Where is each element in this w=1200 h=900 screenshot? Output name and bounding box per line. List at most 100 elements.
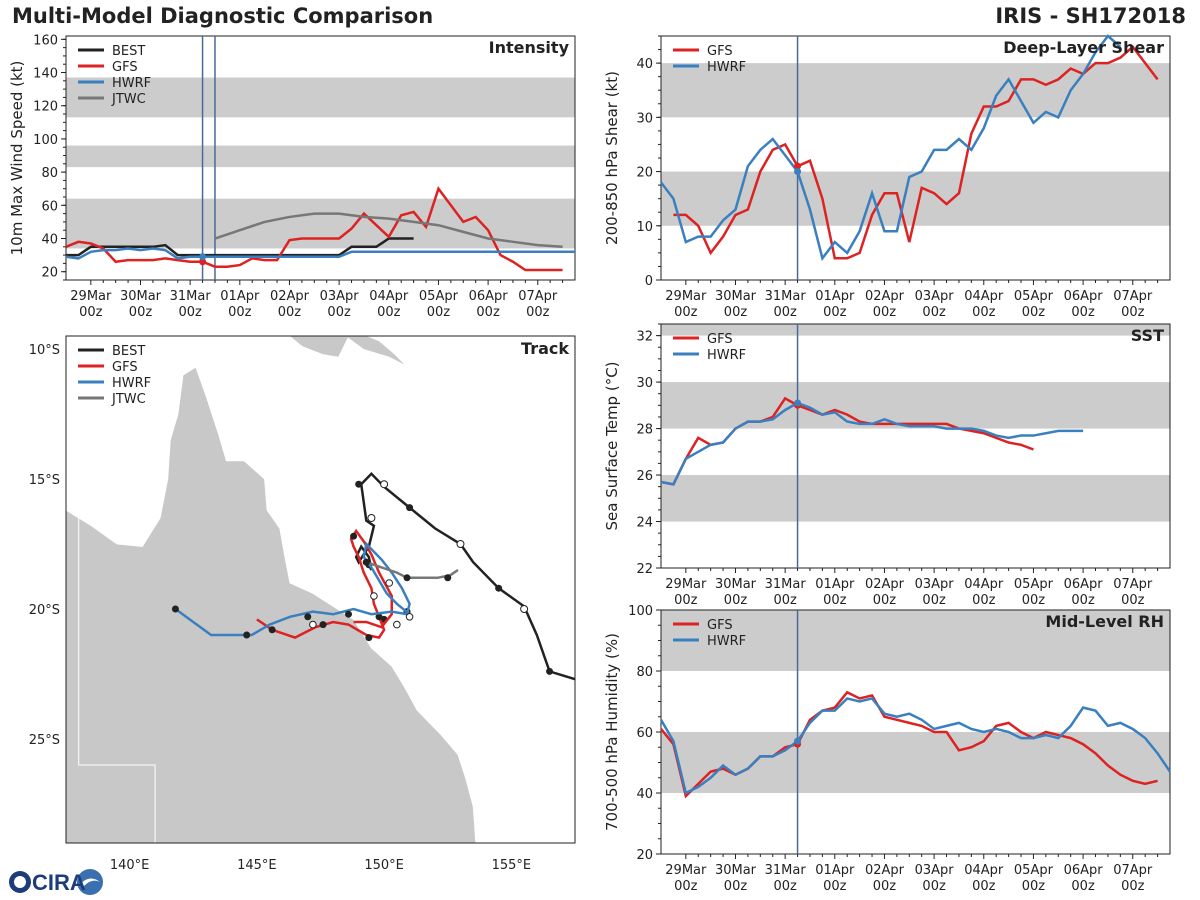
intensity-series-hwrf	[65, 247, 575, 260]
x-tick-label: 00z	[674, 879, 698, 894]
track-point-filled	[375, 613, 383, 621]
legend-label-gfs: GFS	[707, 44, 733, 59]
new-guinea-coast	[289, 336, 349, 357]
x-tick-label: 00z	[1071, 593, 1095, 608]
x-tick-label: 30Mar	[120, 289, 162, 304]
x-tick-label: 00z	[873, 305, 897, 320]
y-tick-label: 120	[33, 100, 58, 115]
lon-tick-label: 145°E	[237, 858, 277, 873]
legend-label-jtwc: JTWC	[111, 92, 146, 107]
track-point-filled	[403, 574, 411, 582]
x-tick-label: 31Mar	[765, 289, 807, 304]
x-tick-label: 05Apr	[1014, 577, 1054, 592]
x-tick-label: 00z	[823, 305, 847, 320]
shear-series-hwrf	[660, 34, 1122, 262]
track-point-open	[520, 605, 529, 613]
x-tick-label: 07Apr	[1113, 863, 1153, 878]
intensity-series-jtwc	[214, 212, 563, 249]
x-tick-label: 03Apr	[915, 863, 955, 878]
x-tick-label: 00z	[79, 305, 103, 320]
legend-label-gfs: GFS	[112, 60, 138, 75]
sst-series-hwrf	[660, 401, 1084, 486]
track-point-filled	[444, 574, 452, 582]
track-point-open	[380, 480, 389, 489]
x-tick-label: 31Mar	[765, 863, 807, 878]
track-point-filled	[268, 626, 276, 634]
x-tick-label: 00z	[674, 305, 698, 320]
shear-panel: 01020304029Mar00z30Mar00z31Mar00z01Apr00…	[603, 34, 1171, 320]
intensity-panel: 2040608010012014016029Mar00z30Mar00z31Ma…	[8, 33, 576, 320]
y-tick-label: 20	[636, 848, 653, 863]
legend-label-hwrf: HWRF	[707, 348, 746, 363]
lat-tick-label: 25°S	[29, 733, 60, 748]
y-tick-label: 30	[636, 376, 653, 391]
y-tick-label: 24	[636, 516, 653, 531]
shaded-band	[661, 475, 1170, 522]
x-tick-label: 01Apr	[815, 577, 855, 592]
x-tick-label: 00z	[178, 305, 202, 320]
x-tick-label: 00z	[922, 879, 946, 894]
sst-title: SST	[1131, 326, 1164, 345]
rh-series-hwrf	[659, 697, 1172, 795]
x-tick-label: 00z	[1121, 879, 1145, 894]
x-tick-label: 00z	[823, 879, 847, 894]
y-tick-label: 20	[41, 266, 58, 281]
track-point-filled	[350, 532, 358, 540]
rh-ylabel: 700-500 hPa Humidity (%)	[603, 633, 621, 831]
x-tick-label: 00z	[278, 305, 302, 320]
y-tick-label: 30	[636, 111, 653, 126]
x-tick-label: 00z	[972, 305, 996, 320]
x-tick-label: 00z	[873, 593, 897, 608]
legend-label-hwrf: HWRF	[112, 76, 151, 91]
shaded-band	[66, 198, 575, 249]
x-tick-label: 30Mar	[715, 289, 757, 304]
x-tick-label: 07Apr	[518, 289, 558, 304]
intensity-title: Intensity	[489, 38, 570, 57]
track-point-open	[393, 620, 401, 629]
shaded-band	[661, 732, 1170, 793]
intensity-series-gfs	[65, 186, 563, 272]
x-tick-label: 03Apr	[320, 289, 360, 304]
x-tick-label: 00z	[1121, 593, 1145, 608]
y-tick-label: 0	[645, 274, 653, 289]
y-tick-label: 20	[636, 166, 653, 181]
x-tick-label: 00z	[427, 305, 451, 320]
x-tick-label: 00z	[1071, 879, 1095, 894]
track-point-filled	[406, 504, 414, 512]
track-frame	[65, 335, 576, 844]
storm-id: IRIS - SH172018	[995, 4, 1186, 28]
map-land	[66, 336, 477, 843]
shear-series-gfs	[673, 45, 1159, 260]
track-point-filled	[304, 613, 312, 621]
x-tick-label: 02Apr	[865, 577, 905, 592]
x-tick-label: 00z	[1022, 305, 1046, 320]
x-tick-label: 04Apr	[964, 289, 1004, 304]
legend-label-best: BEST	[112, 344, 145, 359]
init-point-hwrf	[199, 253, 207, 261]
x-tick-label: 00z	[773, 593, 797, 608]
y-tick-label: 40	[41, 233, 58, 248]
x-tick-label: 00z	[377, 305, 401, 320]
y-tick-label: 26	[636, 469, 653, 484]
cira-logo-icon: CIRA	[9, 869, 103, 895]
x-tick-label: 29Mar	[70, 289, 112, 304]
x-tick-label: 29Mar	[665, 863, 707, 878]
track-best	[354, 472, 575, 681]
x-tick-label: 00z	[724, 879, 748, 894]
x-tick-label: 06Apr	[469, 289, 509, 304]
x-tick-label: 29Mar	[665, 289, 707, 304]
rh-panel: 2040608010029Mar00z30Mar00z31Mar00z01Apr…	[603, 604, 1172, 894]
init-point-gfs	[199, 258, 207, 266]
logo-text: CIRA	[32, 870, 86, 895]
x-tick-label: 00z	[922, 305, 946, 320]
y-tick-label: 28	[636, 423, 653, 438]
legend-label-gfs: GFS	[112, 360, 138, 375]
lon-tick-label: 150°E	[364, 858, 404, 873]
australia-landmass	[66, 366, 477, 843]
x-tick-label: 00z	[1022, 879, 1046, 894]
x-tick-label: 00z	[327, 305, 351, 320]
page-title: Multi-Model Diagnostic Comparison	[12, 4, 434, 28]
x-tick-label: 04Apr	[369, 289, 409, 304]
track-point-filled	[344, 610, 352, 618]
x-tick-label: 00z	[972, 879, 996, 894]
